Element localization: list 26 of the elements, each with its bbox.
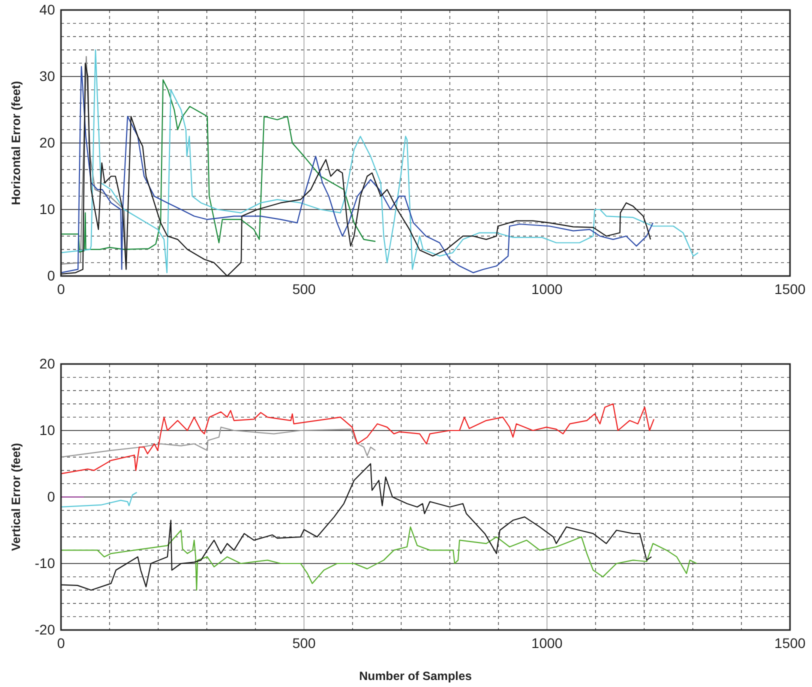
y-axis-title: Horizontal Error (feet) bbox=[9, 80, 23, 206]
y-axis-title: Vertical Error (feet) bbox=[9, 442, 23, 552]
y-tick-label: 20 bbox=[39, 134, 56, 150]
y-tick-label: 10 bbox=[39, 200, 56, 217]
x-tick-label: 1000 bbox=[531, 280, 563, 297]
y-tick-label: -20 bbox=[34, 621, 56, 638]
x-tick-label: 500 bbox=[292, 634, 316, 651]
line-series bbox=[60, 426, 376, 458]
y-tick-label: 0 bbox=[47, 488, 56, 504]
x-tick-label: 0 bbox=[57, 280, 66, 297]
y-tick-label: 10 bbox=[39, 422, 56, 438]
y-tick-label: 40 bbox=[39, 1, 56, 18]
line-series bbox=[60, 403, 654, 474]
x-tick-label: 1000 bbox=[531, 634, 563, 651]
x-tick-label: 1500 bbox=[774, 634, 806, 651]
x-tick-label: 500 bbox=[292, 280, 316, 297]
line-series bbox=[60, 526, 698, 591]
y-tick-label: 0 bbox=[47, 267, 56, 284]
y-tick-label: 20 bbox=[39, 355, 56, 372]
x-axis-title: Number of Samples bbox=[359, 669, 472, 683]
y-tick-label: 30 bbox=[39, 68, 56, 84]
x-tick-label: 1500 bbox=[774, 280, 806, 297]
line-series bbox=[60, 492, 138, 508]
y-tick-label: -10 bbox=[34, 554, 56, 571]
line-series bbox=[60, 79, 376, 253]
x-tick-label: 0 bbox=[57, 634, 66, 651]
